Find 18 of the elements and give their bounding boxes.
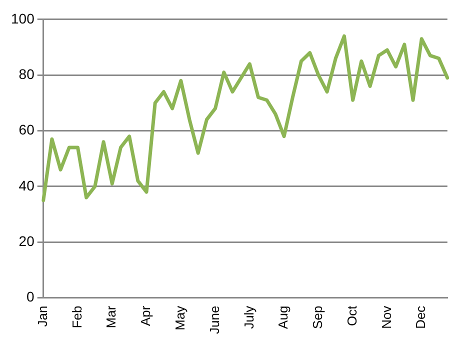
x-tick-label: June [206,306,222,334]
x-tick-label: Nov [378,305,394,329]
y-tick-label: 40 [18,177,35,194]
x-tick-label: Sep [310,306,326,329]
x-tick-label: July [241,305,256,329]
x-tick-label: Feb [69,306,84,328]
y-tick-label: 0 [26,288,35,305]
x-tick-label: Dec [413,305,428,329]
x-tick-label: Aug [276,306,291,329]
x-tick-label: Jan [34,306,50,327]
x-tick-label: Apr [138,305,154,326]
x-tick-label: May [172,305,188,330]
x-tick-label: Oct [344,305,360,326]
y-tick-label: 60 [18,122,35,138]
y-tick-label: 20 [18,232,35,249]
y-tick-label: 100 [11,10,35,26]
x-tick-label: Mar [104,305,119,328]
y-tick-label: 80 [18,66,35,82]
